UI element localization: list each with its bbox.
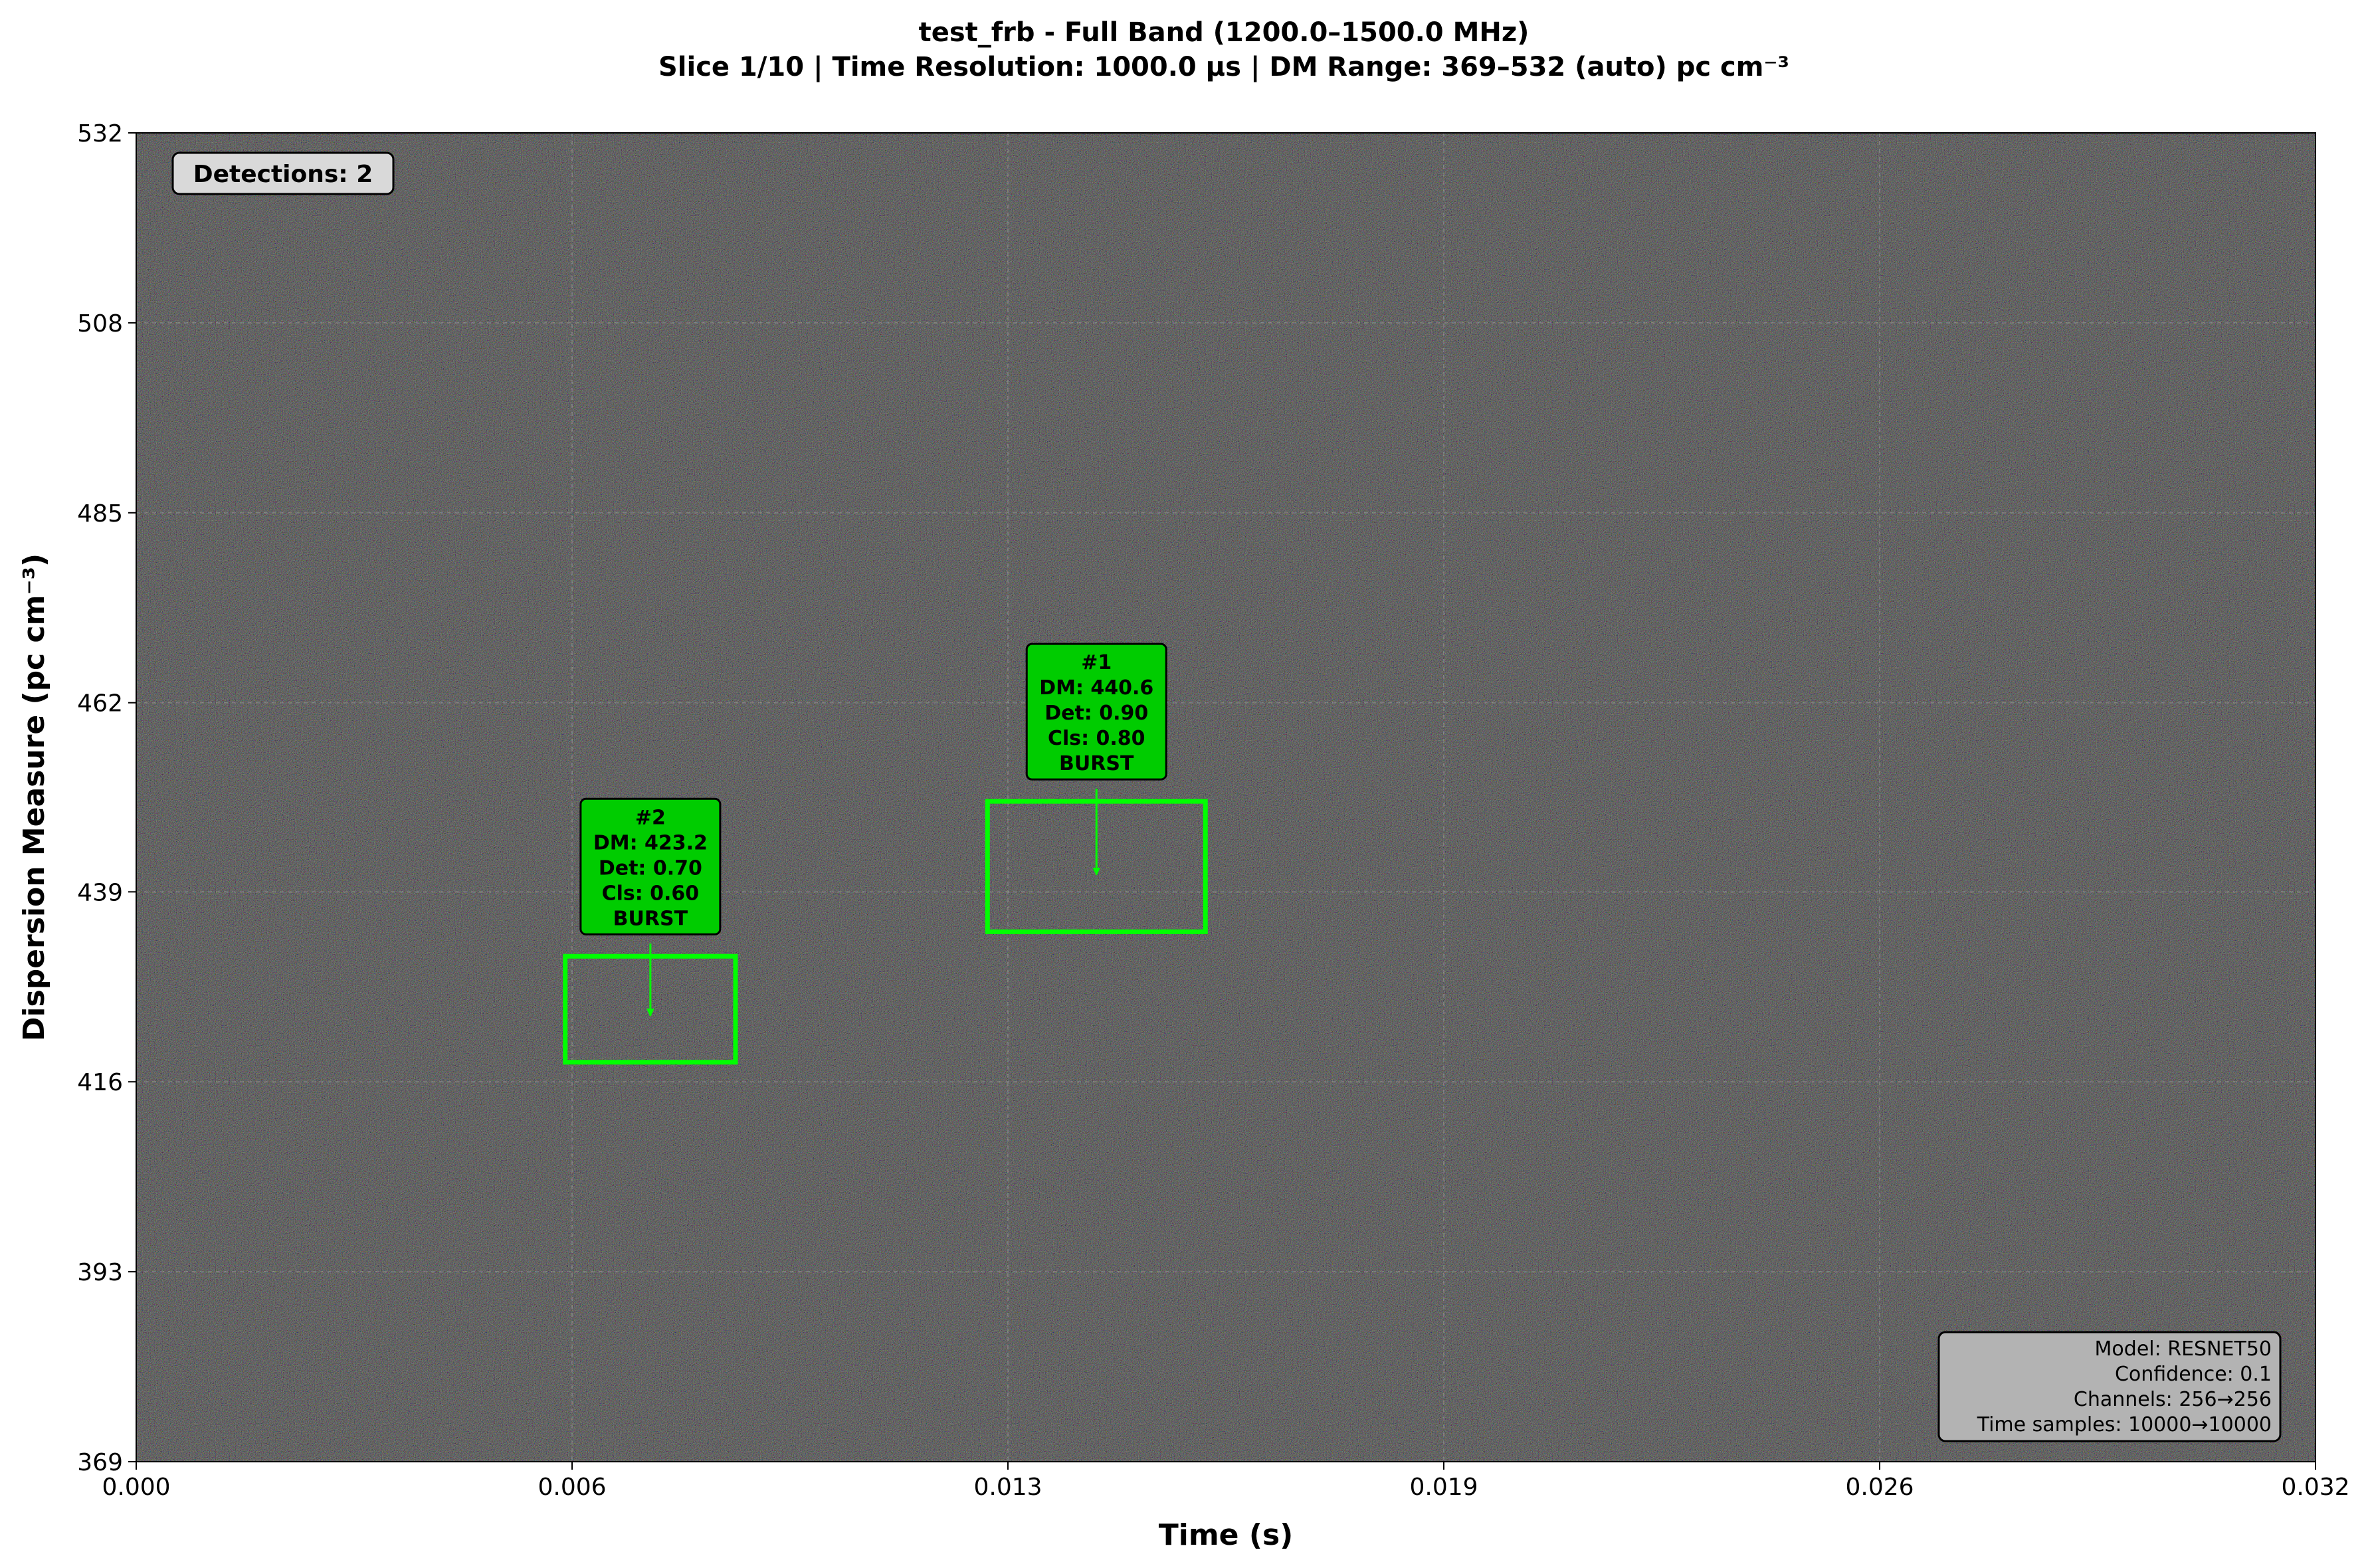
y-tick-label: 369 — [77, 1449, 123, 1476]
plot-frame — [136, 132, 2316, 1462]
x-tick-label: 0.019 — [1409, 1474, 1478, 1501]
x-tick-label: 0.006 — [538, 1474, 606, 1501]
x-tick-label: 0.032 — [2281, 1474, 2349, 1501]
info-channels: Channels: 256→256 — [2074, 1388, 2272, 1411]
plot-area — [136, 132, 2316, 1462]
chart-subtitle: Slice 1/10 | Time Resolution: 1000.0 μs … — [658, 52, 1789, 83]
y-tick-label: 508 — [77, 310, 123, 338]
detection-label-box-1 — [1025, 642, 1167, 781]
x-tick-label: 0.026 — [1845, 1474, 1914, 1501]
detections-badge: Detections: 2 — [171, 151, 395, 195]
detection-1-id-label: #1 — [1081, 651, 1112, 674]
detection-2-det-label: Det: 0.70 — [599, 856, 702, 880]
detection-2-dm-label: DM: 423.2 — [593, 831, 708, 854]
detection-1-dm-label: DM: 440.6 — [1039, 676, 1153, 700]
detections-badge-box — [171, 151, 395, 195]
y-axis-label: Dispersion Measure (pc cm⁻³) — [17, 553, 51, 1041]
y-axis-ticks: 369 393 416 439 462 485 508 532 — [77, 120, 136, 1476]
y-tick-label: 532 — [77, 120, 123, 147]
detection-1-class-label: BURST — [1059, 752, 1134, 775]
y-tick-label: 439 — [77, 879, 123, 906]
detection-2-cls-label: Cls: 0.60 — [602, 882, 700, 905]
chart-title: test_frb - Full Band (1200.0–1500.0 MHz) — [919, 17, 1529, 48]
info-confidence: Confidence: 0.1 — [2115, 1363, 2272, 1386]
detection-1-cls-label: Cls: 0.80 — [1048, 727, 1145, 750]
y-tick-label: 462 — [77, 690, 123, 718]
y-tick-label: 416 — [77, 1069, 123, 1096]
info-model: Model: RESNET50 — [2095, 1337, 2272, 1361]
x-tick-label: 0.013 — [973, 1474, 1042, 1501]
detection-label-box-2 — [579, 797, 722, 935]
info-time-samples: Time samples: 10000→10000 — [1977, 1413, 2272, 1436]
detections-badge-text: Detections: 2 — [193, 161, 373, 188]
y-tick-label: 393 — [77, 1259, 123, 1286]
detection-2-class-label: BURST — [613, 907, 688, 930]
x-axis-ticks: 0.000 0.006 0.013 0.019 0.026 0.032 — [102, 1462, 2350, 1501]
detection-1-det-label: Det: 0.90 — [1044, 702, 1148, 725]
y-tick-label: 485 — [77, 500, 123, 528]
info-panel-box — [1937, 1331, 2282, 1442]
x-axis-label: Time (s) — [1159, 1518, 1294, 1552]
info-panel: Model: RESNET50 Confidence: 0.1 Channels… — [1937, 1331, 2282, 1442]
detection-2-id-label: #2 — [635, 806, 666, 829]
x-tick-label: 0.000 — [102, 1474, 170, 1501]
noise-layer — [136, 133, 2316, 1462]
